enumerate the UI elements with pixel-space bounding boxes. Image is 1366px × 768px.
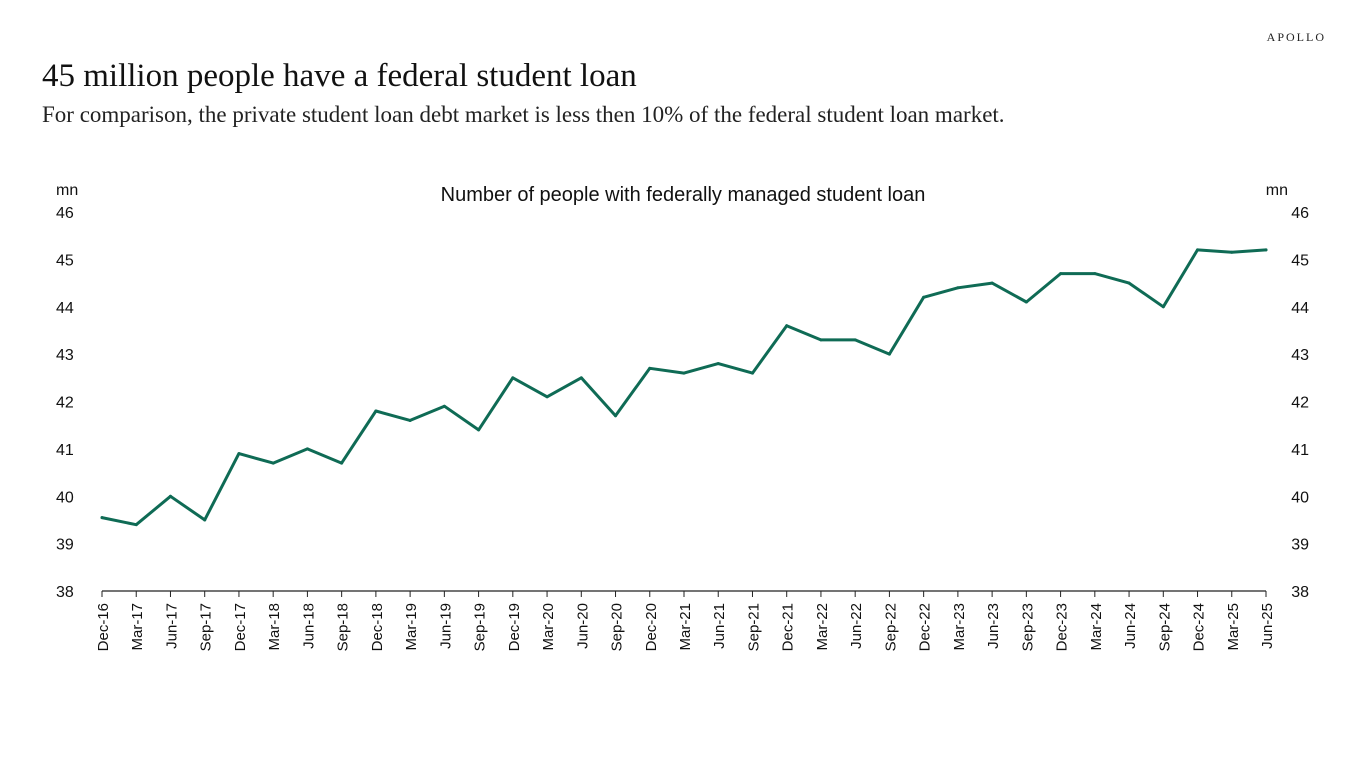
data-point [648,366,652,370]
x-tick-label: Sep-21 [745,603,762,651]
data-point [271,461,275,465]
page-title: 45 million people have a federal student… [42,58,637,94]
x-tick-label: Sep-18 [335,603,352,651]
y-tick-label-left: 41 [56,442,74,459]
chart-title: Number of people with federally managed … [441,184,926,206]
x-tick-label: Mar-23 [951,603,968,651]
x-tick-label: Mar-21 [677,603,694,651]
x-tick-label: Dec-18 [369,603,386,651]
data-point [1127,281,1131,285]
data-point [100,516,104,520]
x-tick-label: Mar-24 [1088,603,1105,651]
y-tick-label-right: 42 [1291,395,1309,412]
x-tick-label: Dec-24 [1191,603,1208,651]
y-axis-unit-right: mn [1266,182,1288,199]
data-point [785,324,789,328]
y-axis-unit-left: mn [56,182,78,199]
data-point [1196,248,1200,252]
x-tick-label: Jun-17 [163,603,180,649]
x-tick-label: Sep-24 [1156,603,1173,651]
data-point [579,376,583,380]
data-point [442,404,446,408]
data-point [477,428,481,432]
data-point [1264,248,1268,252]
y-tick-label-right: 41 [1291,442,1309,459]
y-tick-label-right: 45 [1291,252,1309,269]
x-tick-label: Sep-17 [198,603,215,651]
x-tick-label: Mar-19 [403,603,420,651]
x-tick-label: Sep-19 [472,603,489,651]
y-tick-label-right: 43 [1291,347,1309,364]
series-line [100,248,1268,527]
data-point [887,352,891,356]
data-point [990,281,994,285]
x-tick-label: Mar-20 [540,603,557,651]
x-tick-label: Jun-24 [1122,603,1139,649]
x-tick-label: Sep-20 [609,603,626,651]
y-tick-label-left: 45 [56,252,74,269]
x-tick-label: Jun-25 [1259,603,1276,649]
data-point [203,518,207,522]
x-tick-label: Jun-18 [300,603,317,649]
x-tick-label: Jun-20 [574,603,591,649]
data-point [819,338,823,342]
y-tick-label-right: 38 [1291,584,1309,601]
y-tick-label-left: 44 [56,300,74,317]
y-tick-label-left: 46 [56,205,74,222]
y-tick-label-right: 44 [1291,300,1309,317]
x-tick-label: Jun-21 [711,603,728,649]
data-point [1161,305,1165,309]
x-tick-label: Sep-22 [882,603,899,651]
data-point [545,395,549,399]
y-tick-label-left: 38 [56,584,74,601]
data-point [134,523,138,527]
x-tick-label: Dec-16 [95,603,112,651]
data-point [956,286,960,290]
data-point [922,295,926,299]
y-tick-label-left: 40 [56,489,74,506]
data-point [614,414,618,418]
y-tick-label-right: 40 [1291,489,1309,506]
data-point [168,494,172,498]
data-point [716,362,720,366]
x-tick-label: Sep-23 [1019,603,1036,651]
y-tick-label-right: 46 [1291,205,1309,222]
data-point [682,371,686,375]
page-subtitle: For comparison, the private student loan… [42,102,1005,127]
data-point [237,452,241,456]
x-tick-label: Mar-18 [266,603,283,651]
data-point [750,371,754,375]
x-tick-label: Dec-22 [917,603,934,651]
x-tick-label: Dec-19 [506,603,523,651]
data-point [1230,250,1234,254]
x-tick-label: Mar-17 [129,603,146,651]
x-tick-label: Jun-22 [848,603,865,649]
y-tick-label-right: 39 [1291,537,1309,554]
data-point [305,447,309,451]
x-tick-label: Jun-19 [437,603,454,649]
x-tick-label: Jun-23 [985,603,1002,649]
data-point [340,461,344,465]
data-point [1059,272,1063,276]
y-tick-label-left: 39 [56,537,74,554]
x-tick-label: Dec-20 [643,603,660,651]
brand-logo: APOLLO [1266,30,1326,44]
y-tick-label-left: 43 [56,347,74,364]
x-tick-label: Dec-23 [1054,603,1071,651]
data-point [1093,272,1097,276]
x-tick-label: Mar-22 [814,603,831,651]
data-point [374,409,378,413]
x-tick-label: Mar-25 [1225,603,1242,651]
x-tick-label: Dec-17 [232,603,249,651]
data-point [511,376,515,380]
data-point [853,338,857,342]
data-point [1024,300,1028,304]
x-tick-label: Dec-21 [780,603,797,651]
y-tick-label-left: 42 [56,395,74,412]
data-point [408,418,412,422]
